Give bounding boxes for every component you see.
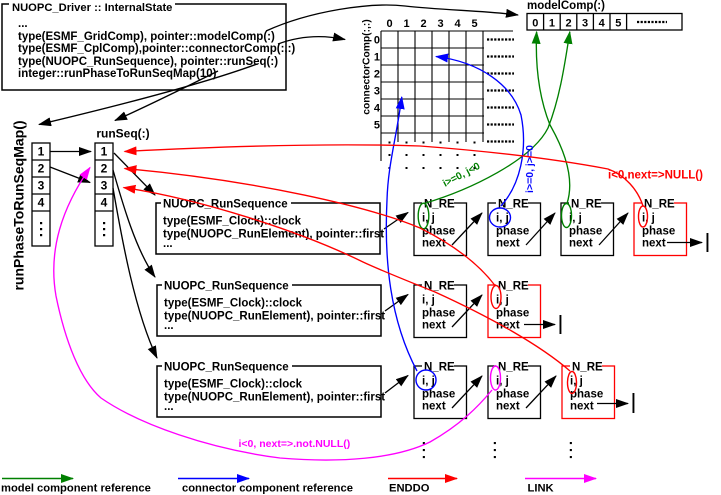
svg-text:2: 2 <box>101 162 108 176</box>
svg-text:type(NUOPC_RunElement), pointe: type(NUOPC_RunElement), pointer::first <box>163 229 384 241</box>
svg-text:phase: phase <box>496 307 529 319</box>
svg-text:N_RE: N_RE <box>424 198 455 210</box>
svg-text:i>=0, j<0: i>=0, j<0 <box>441 161 482 190</box>
svg-text:connector component reference: connector component reference <box>182 483 353 495</box>
svg-text:type(NUOPC_RunElement), pointe: type(NUOPC_RunElement), pointer::first <box>164 311 385 323</box>
svg-text:phase: phase <box>642 225 675 237</box>
svg-text:N_RE: N_RE <box>424 280 455 292</box>
svg-text:N_RE: N_RE <box>571 198 602 210</box>
svg-text:model component reference: model component reference <box>1 483 151 495</box>
svg-text:type(ESMF_CplComp),pointer::co: type(ESMF_CplComp),pointer::connectorCom… <box>18 43 295 55</box>
svg-text:2: 2 <box>420 18 426 30</box>
svg-text:N_RE: N_RE <box>424 361 455 373</box>
svg-text:i, j: i, j <box>496 295 509 307</box>
svg-text:0: 0 <box>532 18 538 30</box>
svg-text:0: 0 <box>374 35 380 47</box>
svg-text:next: next <box>570 401 594 413</box>
svg-text:i, j: i, j <box>496 213 509 225</box>
svg-text:5: 5 <box>615 18 621 30</box>
svg-text:3: 3 <box>101 179 108 193</box>
svg-text:...: ... <box>163 238 173 250</box>
svg-text:next: next <box>422 238 446 250</box>
svg-text:type(ESMF_Clock)::clock: type(ESMF_Clock)::clock <box>163 216 302 228</box>
svg-text:next: next <box>642 238 666 250</box>
svg-text:phase: phase <box>422 388 455 400</box>
svg-text:connectorComp(:,:): connectorComp(:,:) <box>362 19 373 115</box>
svg-text:phase: phase <box>569 225 602 237</box>
svg-text:0: 0 <box>386 18 392 30</box>
svg-text:NUOPC_RunSequence: NUOPC_RunSequence <box>164 362 289 374</box>
svg-text:3: 3 <box>38 179 45 193</box>
svg-text:i>=0, j>=0: i>=0, j>=0 <box>524 145 536 193</box>
svg-text:runSeq(:): runSeq(:) <box>96 127 149 141</box>
svg-text:N_RE: N_RE <box>644 198 675 210</box>
svg-text:2: 2 <box>38 162 45 176</box>
svg-text:5: 5 <box>471 18 477 30</box>
svg-text:2: 2 <box>374 69 380 81</box>
svg-text:phase: phase <box>496 388 529 400</box>
svg-text:4: 4 <box>101 196 108 210</box>
svg-text:phase: phase <box>570 388 603 400</box>
svg-text:4: 4 <box>599 18 606 30</box>
svg-text:N_RE: N_RE <box>498 361 529 373</box>
svg-text:3: 3 <box>437 18 443 30</box>
svg-text:1: 1 <box>374 52 380 64</box>
svg-text:i<0, next=>.not.NULL(): i<0, next=>.not.NULL() <box>239 438 351 450</box>
svg-text:1: 1 <box>101 145 108 159</box>
svg-text:phase: phase <box>422 307 455 319</box>
svg-text:NUOPC_Driver :: InternalState: NUOPC_Driver :: InternalState <box>12 2 172 14</box>
svg-text:...: ... <box>164 320 174 332</box>
svg-text:NUOPC_RunSequence: NUOPC_RunSequence <box>164 281 289 293</box>
svg-text:...: ... <box>18 18 28 30</box>
svg-text:i<0,next=>NULL(): i<0,next=>NULL() <box>608 170 703 182</box>
svg-text:next: next <box>496 320 520 332</box>
svg-text:3: 3 <box>374 86 380 98</box>
svg-text:2: 2 <box>565 18 571 30</box>
svg-text:next: next <box>422 401 446 413</box>
svg-text:type(ESMF_Clock)::clock: type(ESMF_Clock)::clock <box>164 298 303 310</box>
svg-text:phase: phase <box>496 225 529 237</box>
svg-text:...: ... <box>164 401 174 413</box>
svg-text:3: 3 <box>582 18 588 30</box>
svg-text:N_RE: N_RE <box>498 280 529 292</box>
svg-text:ENDDO: ENDDO <box>389 483 430 495</box>
svg-text:LINK: LINK <box>528 483 554 495</box>
svg-text:NUOPC_RunSequence: NUOPC_RunSequence <box>163 199 288 211</box>
svg-text:5: 5 <box>374 120 380 132</box>
svg-text:next: next <box>496 238 520 250</box>
svg-text:type(NUOPC_RunSequence), point: type(NUOPC_RunSequence), pointer::runSeq… <box>18 56 278 68</box>
svg-text:type(ESMF_GridComp), pointer::: type(ESMF_GridComp), pointer::modelComp(… <box>18 31 275 43</box>
svg-text:i, j: i, j <box>422 376 435 388</box>
svg-text:1: 1 <box>403 18 409 30</box>
svg-text:integer::runPhaseToRunSeqMap(1: integer::runPhaseToRunSeqMap(10) <box>18 68 217 80</box>
svg-text:type(NUOPC_RunElement), pointe: type(NUOPC_RunElement), pointer::first <box>164 392 385 404</box>
svg-text:N_RE: N_RE <box>572 361 603 373</box>
svg-text:4: 4 <box>454 18 461 30</box>
svg-text:next: next <box>422 320 446 332</box>
svg-text:i, j: i, j <box>496 376 509 388</box>
svg-text:i, j: i, j <box>422 295 435 307</box>
svg-text:type(ESMF_Clock)::clock: type(ESMF_Clock)::clock <box>164 379 303 391</box>
svg-text:phase: phase <box>422 225 455 237</box>
svg-text:modelComp(:): modelComp(:) <box>527 0 605 12</box>
svg-text:1: 1 <box>38 145 45 159</box>
svg-text:i, j: i, j <box>642 213 655 225</box>
svg-text:1: 1 <box>549 18 555 30</box>
svg-text:next: next <box>569 238 593 250</box>
svg-text:next: next <box>496 401 520 413</box>
svg-text:4: 4 <box>38 196 45 210</box>
svg-text:4: 4 <box>374 103 381 115</box>
svg-text:runPhaseToRunSeqMap(): runPhaseToRunSeqMap() <box>11 120 27 290</box>
